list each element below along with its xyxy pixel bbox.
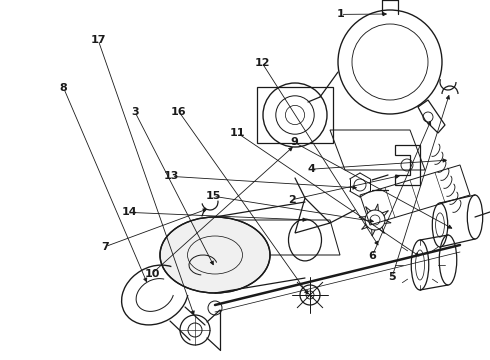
Text: 13: 13 xyxy=(164,171,179,181)
Text: 2: 2 xyxy=(288,195,295,205)
Text: 3: 3 xyxy=(131,107,139,117)
Text: 15: 15 xyxy=(205,191,221,201)
Text: 10: 10 xyxy=(144,269,160,279)
Text: 12: 12 xyxy=(254,58,270,68)
Text: 17: 17 xyxy=(90,35,106,45)
Ellipse shape xyxy=(160,217,270,293)
Text: 14: 14 xyxy=(122,207,138,217)
Text: 1: 1 xyxy=(337,9,344,19)
Text: 5: 5 xyxy=(388,272,396,282)
Text: 11: 11 xyxy=(230,128,245,138)
Text: 9: 9 xyxy=(290,137,298,147)
Bar xyxy=(257,87,333,143)
Text: 6: 6 xyxy=(368,251,376,261)
Text: 7: 7 xyxy=(101,242,109,252)
Text: 8: 8 xyxy=(60,83,68,93)
Text: 4: 4 xyxy=(307,164,315,174)
Text: 16: 16 xyxy=(171,107,187,117)
